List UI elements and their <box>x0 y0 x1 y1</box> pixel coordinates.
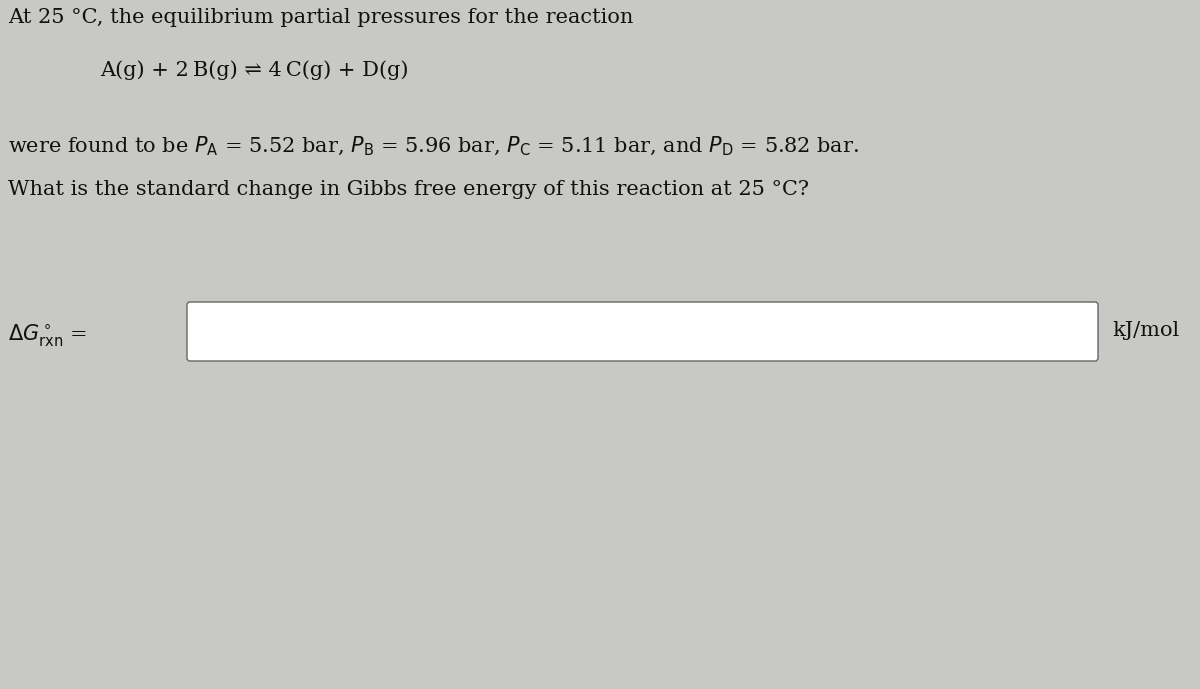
Text: A(g) + 2 B(g) ⇌ 4 C(g) + D(g): A(g) + 2 B(g) ⇌ 4 C(g) + D(g) <box>100 60 408 80</box>
Text: $\Delta G^\circ_{\mathrm{rxn}}$ =: $\Delta G^\circ_{\mathrm{rxn}}$ = <box>8 322 86 349</box>
Text: What is the standard change in Gibbs free energy of this reaction at 25 °C?: What is the standard change in Gibbs fre… <box>8 180 809 199</box>
Text: kJ/mol: kJ/mol <box>1112 320 1180 340</box>
Text: were found to be $P_\mathrm{A}$ = 5.52 bar, $P_\mathrm{B}$ = 5.96 bar, $P_\mathr: were found to be $P_\mathrm{A}$ = 5.52 b… <box>8 135 859 158</box>
Text: At 25 °C, the equilibrium partial pressures for the reaction: At 25 °C, the equilibrium partial pressu… <box>8 8 634 27</box>
FancyBboxPatch shape <box>187 302 1098 361</box>
